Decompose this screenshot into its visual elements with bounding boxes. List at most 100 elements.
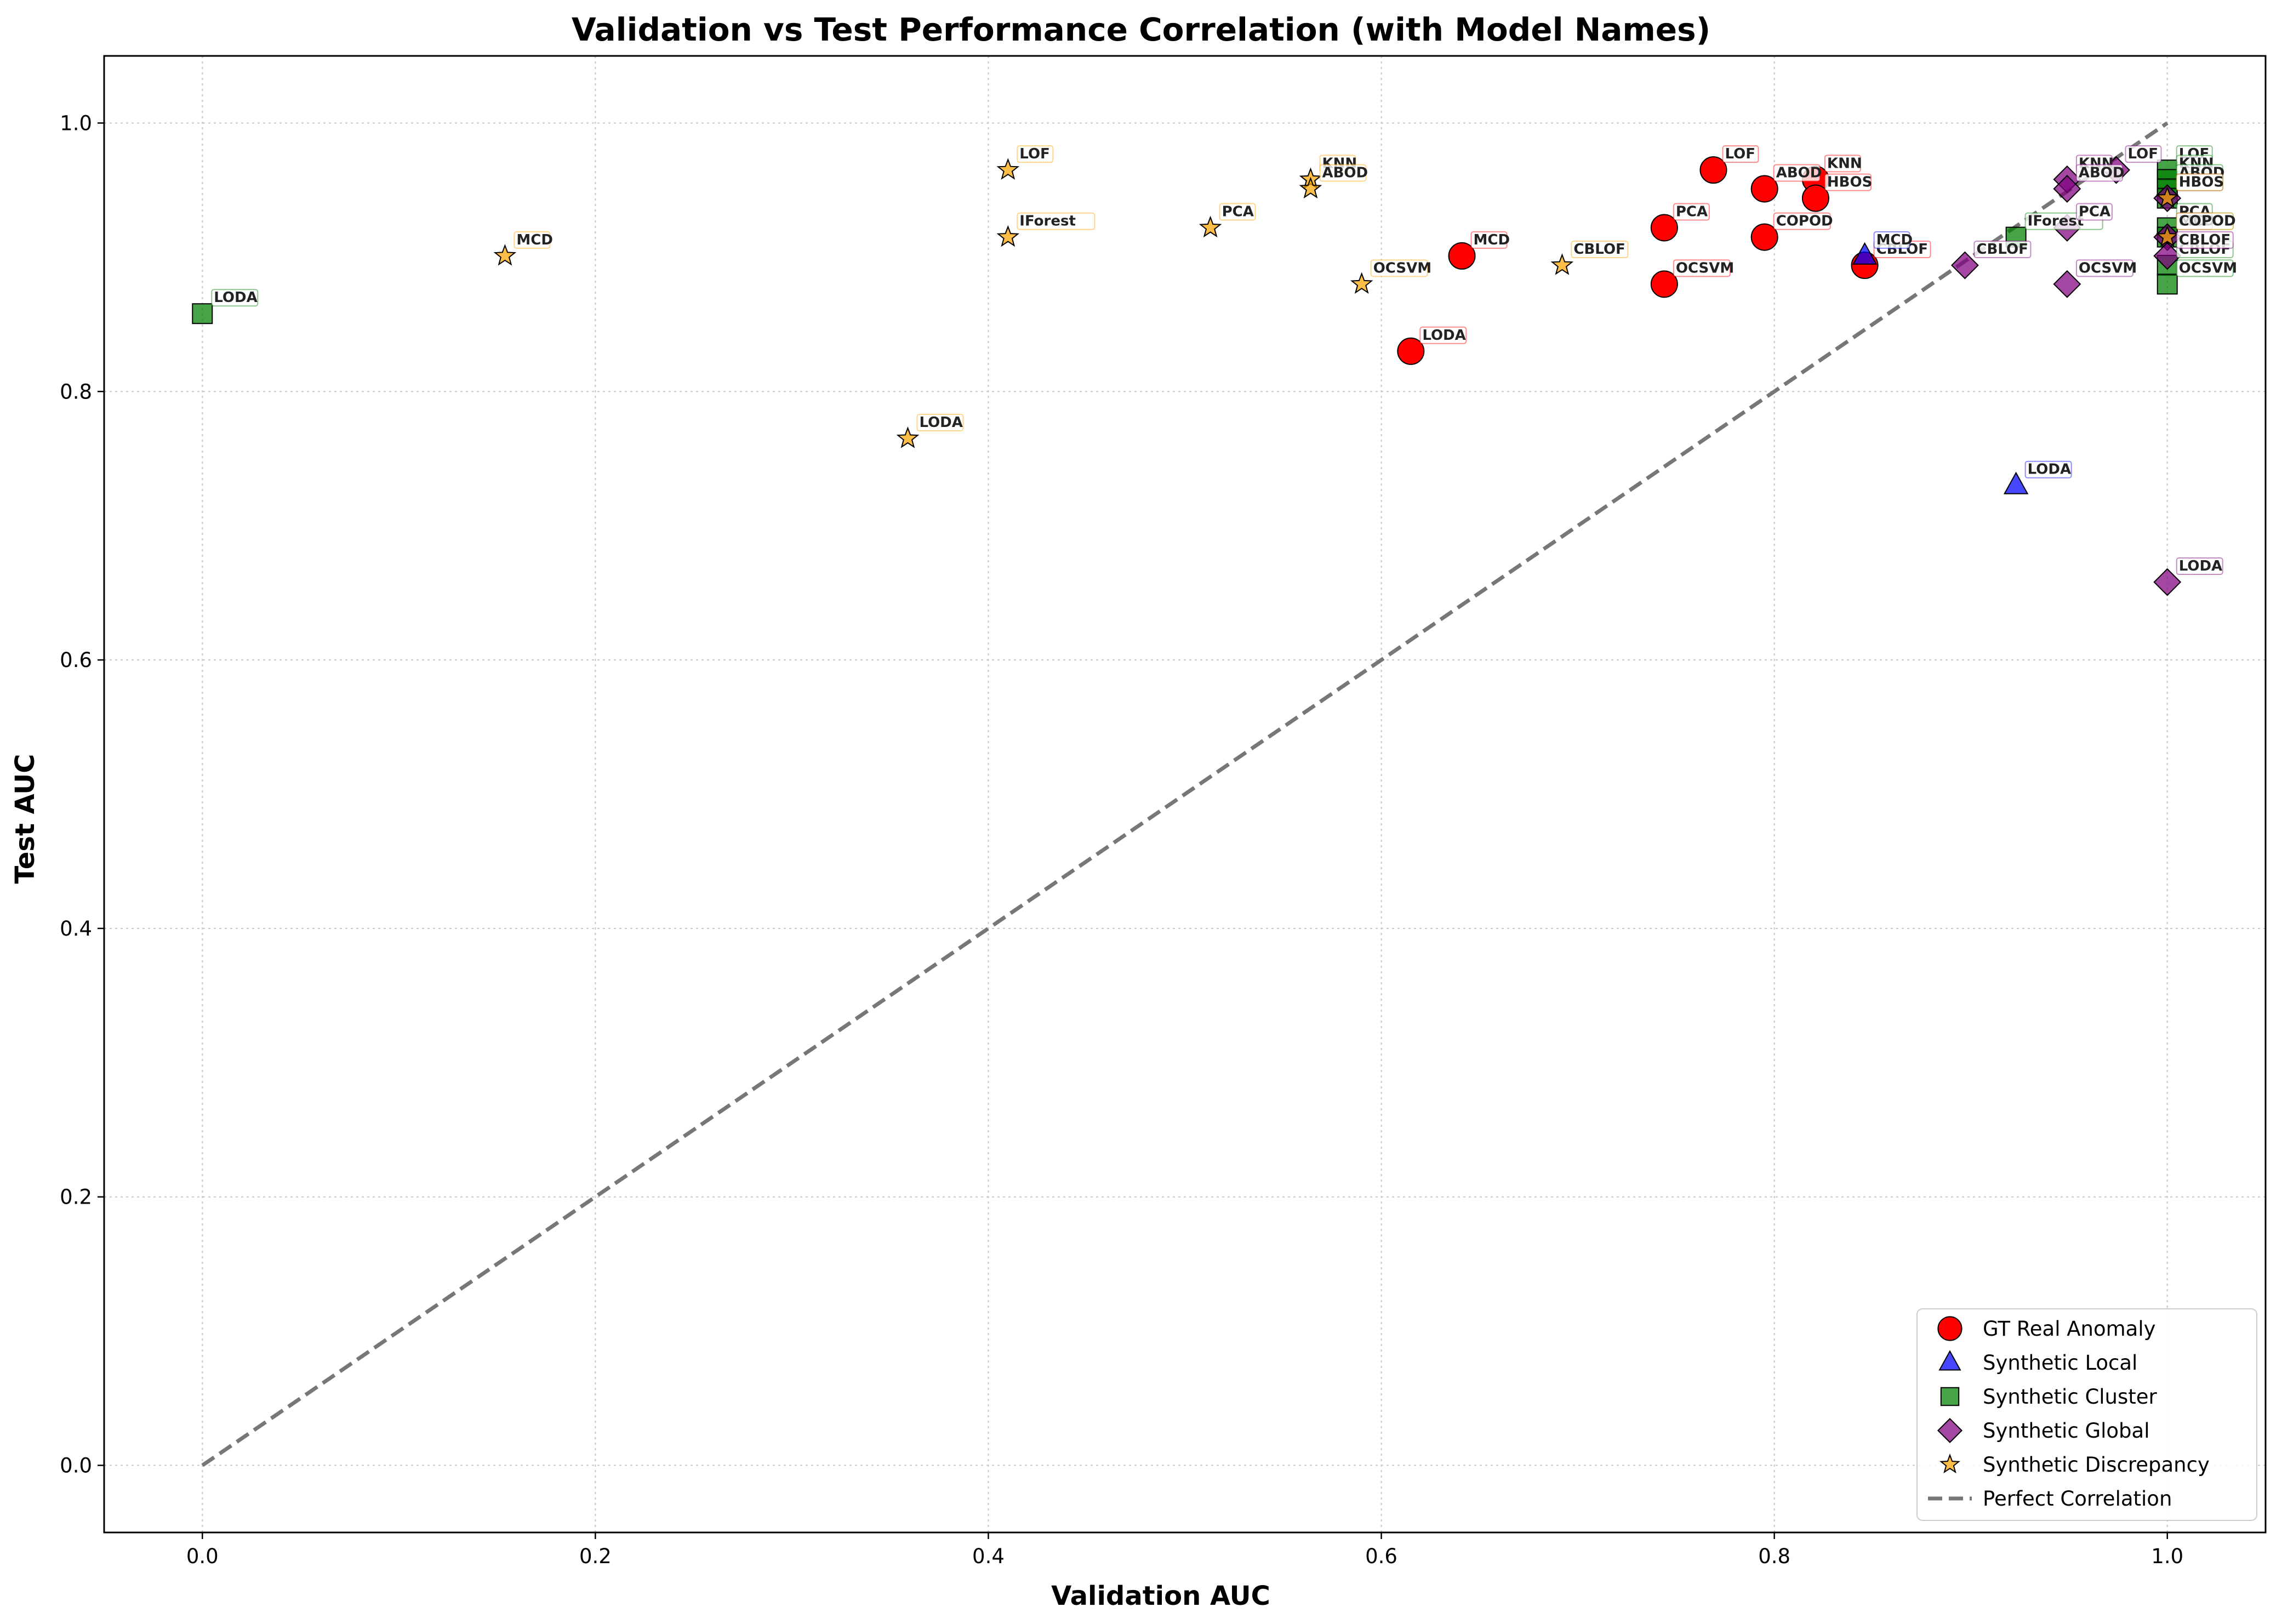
point-label: LODA [211, 289, 259, 307]
point-label-text: HBOS [2179, 174, 2224, 191]
synthetic-discrepancy-point [1199, 215, 1222, 238]
point-label-text: LOF [2128, 146, 2159, 162]
point-label-text: OCSVM [1676, 260, 1734, 276]
legend-box [1916, 1308, 2257, 1521]
legend-marker [1939, 1454, 1960, 1474]
synthetic-global-point [2153, 242, 2182, 270]
point-label-box [2024, 460, 2072, 478]
point-label-text: KNN [1827, 155, 1862, 172]
point-label-text: PCA [1676, 203, 1708, 220]
legend-marker [1940, 1387, 1960, 1406]
synthetic-discrepancy-point [2155, 186, 2179, 208]
point-label-text: MCD [516, 232, 553, 248]
point-label-box [2075, 203, 2113, 221]
point-label-box [1017, 145, 1054, 163]
gt-real-anomaly-point [1397, 337, 1425, 365]
point-label-box [1370, 259, 1428, 277]
point-label-text: LODA [1422, 327, 1465, 344]
point-label: MCD [1873, 231, 1913, 249]
legend-entry: Synthetic Discrepancy [1983, 1453, 2210, 1477]
synthetic-discrepancy-point [2155, 225, 2179, 247]
gt-real-anomaly-point [1750, 175, 1778, 203]
x-tick-label: 0.2 [579, 1545, 612, 1568]
point-label-text: OCSVM [2179, 260, 2237, 276]
point-label-text: OCSVM [2079, 260, 2137, 276]
point-label: MCD [1470, 231, 1510, 249]
x-tick-label: 0.6 [1365, 1545, 1397, 1568]
point-label: ABOD [2075, 164, 2124, 182]
synthetic-discrepancy-point [1350, 272, 1373, 294]
point-label-text: IForest [1019, 213, 1076, 230]
synthetic-local-point [2003, 471, 2029, 494]
point-label-box [1824, 173, 1872, 191]
point-labels: LOF KNN ABOD HBOS PCA COPOD MCD CBLOF OCSVM LODA M… [211, 145, 2237, 575]
chart-title: Validation vs Test Performance Correlati… [572, 11, 1710, 48]
legend-entry: Perfect Correlation [1983, 1487, 2172, 1511]
synthetic-cluster-point [192, 303, 213, 324]
y-tick-label: 0.6 [60, 648, 92, 672]
axis-ticks: 0.0 0.2 0.4 0.6 0.8 1.0 0.0 0.2 0.4 0.6 0.8 1.0 [60, 111, 2183, 1568]
point-label-text: COPOD [1776, 213, 1833, 230]
point-label: LOF [2125, 145, 2162, 163]
synthetic-discrepancy-point [1299, 176, 1322, 199]
point-label-text: HBOS [1827, 174, 1872, 191]
synthetic-global-point [1951, 251, 1979, 280]
point-label-box [1319, 164, 1367, 182]
synthetic-discrepancy-point [896, 426, 920, 448]
legend-marker [1937, 1417, 1963, 1444]
point-label: PCA [1219, 203, 1256, 221]
point-label-box [1722, 145, 1759, 163]
point-label-text: LOF [1725, 146, 1755, 162]
point-label-box [2125, 145, 2162, 163]
gt-real-anomaly-point [1448, 242, 1476, 270]
point-label-text: COPOD [2179, 213, 2236, 230]
point-label: OCSVM [2176, 259, 2237, 277]
point-label: IForest [1017, 212, 1096, 230]
point-label: CBLOF [2176, 231, 2234, 249]
gt-real-anomaly-point [1650, 214, 1678, 242]
y-tick-label: 1.0 [60, 111, 92, 135]
point-label: LODA [916, 413, 964, 431]
point-label-box [916, 413, 964, 431]
data-points [192, 156, 2182, 596]
point-label-text: ABOD [1776, 164, 1822, 181]
point-label: COPOD [2176, 212, 2236, 230]
point-label: PCA [2075, 203, 2113, 221]
point-label: HBOS [1824, 173, 1872, 191]
point-label-text: LODA [919, 414, 962, 431]
point-label: LODA [2024, 460, 2072, 478]
gt-real-anomaly-point [1801, 184, 1829, 212]
point-label-box [2176, 173, 2223, 191]
point-label: LOF [1722, 145, 1759, 163]
y-tick-label: 0.0 [60, 1454, 92, 1478]
point-label-box [1017, 212, 1096, 230]
point-label: CBLOF [1973, 241, 2032, 259]
synthetic-global-point [2153, 568, 2182, 596]
point-label-box [1824, 155, 1861, 173]
point-label-box [1773, 164, 1821, 182]
gt-real-anomaly-point [1699, 156, 1727, 184]
point-label: LODA [2176, 557, 2223, 575]
point-label-text: PCA [1222, 203, 1254, 220]
point-label-text: MCD [1474, 232, 1510, 248]
point-label-text: CBLOF [2179, 232, 2230, 248]
point-label: COPOD [1773, 212, 1833, 230]
x-tick-label: 1.0 [2151, 1545, 2183, 1568]
point-label: ABOD [1319, 164, 1368, 182]
point-label-box [2176, 212, 2234, 230]
perfect-correlation-line [201, 121, 2169, 1467]
point-label-text: MCD [1876, 232, 1913, 248]
point-label: HBOS [2176, 173, 2224, 191]
point-label-box [211, 289, 259, 307]
point-label-text: LOF [1019, 146, 1050, 162]
y-tick-label: 0.4 [60, 917, 92, 941]
point-label-box [2176, 259, 2234, 277]
point-label-box [1673, 203, 1710, 221]
point-label-text: OCSVM [1373, 260, 1431, 276]
point-label: CBLOF [1571, 241, 1629, 259]
gt-real-anomaly-point [1750, 223, 1778, 251]
legend-marker [1937, 1316, 1962, 1341]
x-tick-label: 0.8 [1758, 1545, 1790, 1568]
legend-entry: Synthetic Local [1983, 1351, 2137, 1375]
